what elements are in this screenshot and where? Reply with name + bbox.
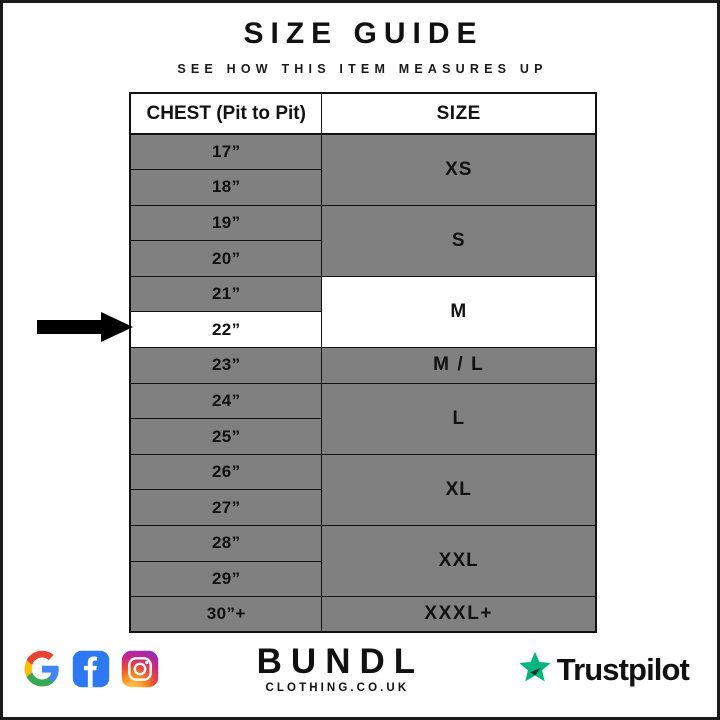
size-cell: M [321,275,597,349]
chest-cell: 21” [129,275,323,313]
table-header-row: CHEST (Pit to Pit) SIZE [129,92,597,135]
social-links [23,650,159,688]
chest-cell: 24” [129,382,323,420]
size-cell: XXL [321,525,597,598]
table-row: 24” L [129,382,597,455]
size-cell: M / L [321,347,597,384]
table-row: 18” [129,169,596,206]
table-row: 20” [129,240,596,277]
trustpilot-star-icon [517,649,553,690]
table-row: 19” S [129,204,597,277]
facebook-icon[interactable] [72,650,110,688]
table-row: 28” XXL [129,525,597,598]
trustpilot-logo: Trustpilot [517,649,690,690]
chest-cell: 29” [129,560,323,598]
size-cell: XS [321,133,597,206]
footer: BUNDL CLOTHING.CO.UK Trustpilot [3,633,717,705]
instagram-icon[interactable] [121,650,159,688]
table-row: 27” [129,489,596,527]
chest-cell: 20” [129,240,323,277]
size-cell: S [321,204,597,277]
size-cell: L [321,382,597,455]
chest-cell: 28” [129,525,323,562]
selection-arrow-icon [37,312,133,342]
table-row: 26” XL [129,453,597,527]
header: SIZE GUIDE SEE HOW THIS ITEM MEASURES UP [3,3,717,76]
chest-cell: 26” [129,453,323,491]
chest-cell: 23” [129,347,323,384]
chest-cell: 30”+ [129,596,323,633]
chest-cell: 18” [129,169,323,206]
size-table-container: CHEST (Pit to Pit) SIZE 17” XS 18” 19” S 20” 2… [129,92,597,634]
brand-logo: BUNDL CLOTHING.CO.UK [248,644,424,694]
google-icon[interactable] [23,650,61,688]
page-title: SIZE GUIDE [243,17,484,50]
table-body: 17” XS 18” 19” S 20” 21” M 22” 23” M / L 24” L 25” 26”… [129,133,597,633]
size-cell: XXXL+ [321,596,597,633]
trustpilot-wordmark: Trustpilot [556,651,690,687]
brand-name: BUNDL [256,642,425,681]
column-header-size: SIZE [321,92,597,135]
size-table: CHEST (Pit to Pit) SIZE 17” XS 18” 19” S 20” 2… [129,92,597,634]
table-row: 17” XS [129,133,597,206]
chest-cell: 25” [129,418,323,455]
table-row: 25” [129,418,596,455]
table-row: 30”+ XXXL+ [129,596,597,633]
chest-cell: 19” [129,204,323,242]
chest-cell: 17” [129,133,323,171]
brand-tagline: CLOTHING.CO.UK [265,682,410,694]
column-header-chest: CHEST (Pit to Pit) [129,92,323,135]
size-cell: XL [321,453,597,527]
table-row: 23” M / L [129,347,597,384]
chest-cell: 22” [129,311,323,349]
page-subtitle: SEE HOW THIS ITEM MEASURES UP [177,61,548,76]
table-row: 21” M [129,275,597,349]
chest-cell: 27” [129,489,323,527]
table-header: CHEST (Pit to Pit) SIZE [129,92,597,135]
table-row: 29” [129,560,596,598]
